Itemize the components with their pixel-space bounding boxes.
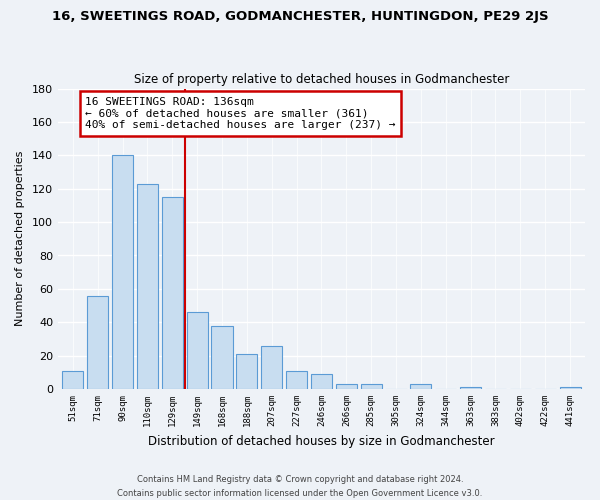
Bar: [336, 384, 357, 389]
Bar: [187, 312, 208, 389]
Bar: [211, 326, 233, 389]
Bar: [261, 346, 283, 389]
Y-axis label: Number of detached properties: Number of detached properties: [15, 151, 25, 326]
Bar: [162, 197, 183, 389]
Bar: [87, 296, 108, 389]
Bar: [560, 388, 581, 389]
Bar: [62, 370, 83, 389]
Bar: [311, 374, 332, 389]
Text: 16 SWEETINGS ROAD: 136sqm
← 60% of detached houses are smaller (361)
40% of semi: 16 SWEETINGS ROAD: 136sqm ← 60% of detac…: [85, 97, 396, 130]
Title: Size of property relative to detached houses in Godmanchester: Size of property relative to detached ho…: [134, 73, 509, 86]
Bar: [361, 384, 382, 389]
X-axis label: Distribution of detached houses by size in Godmanchester: Distribution of detached houses by size …: [148, 434, 495, 448]
Text: Contains HM Land Registry data © Crown copyright and database right 2024.
Contai: Contains HM Land Registry data © Crown c…: [118, 476, 482, 498]
Bar: [236, 354, 257, 389]
Text: 16, SWEETINGS ROAD, GODMANCHESTER, HUNTINGDON, PE29 2JS: 16, SWEETINGS ROAD, GODMANCHESTER, HUNTI…: [52, 10, 548, 23]
Bar: [410, 384, 431, 389]
Bar: [112, 156, 133, 389]
Bar: [286, 370, 307, 389]
Bar: [137, 184, 158, 389]
Bar: [460, 388, 481, 389]
